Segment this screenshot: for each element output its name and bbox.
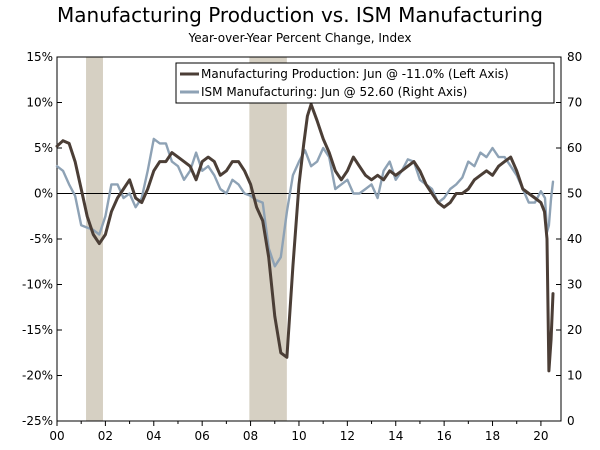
right-tick-label: 50 bbox=[567, 187, 582, 201]
right-tick-label: 20 bbox=[567, 323, 582, 337]
x-tick-label: 18 bbox=[485, 429, 500, 443]
legend-label-ism: ISM Manufacturing: Jun @ 52.60 (Right Ax… bbox=[201, 85, 467, 99]
right-tick-label: 40 bbox=[567, 232, 582, 246]
x-tick-label: 20 bbox=[533, 429, 548, 443]
right-tick-label: 30 bbox=[567, 278, 582, 292]
series-line-ism-manufacturing bbox=[55, 137, 555, 268]
right-tick-label: 80 bbox=[567, 50, 582, 64]
x-tick-label: 14 bbox=[388, 429, 403, 443]
x-tick-label: 12 bbox=[340, 429, 355, 443]
x-tick-label: 02 bbox=[98, 429, 113, 443]
x-tick-label: 06 bbox=[195, 429, 210, 443]
chart-title: Manufacturing Production vs. ISM Manufac… bbox=[57, 3, 543, 27]
left-tick-label: -5% bbox=[30, 232, 53, 246]
series-line-manufacturing-production bbox=[55, 102, 555, 373]
x-tick-label: 16 bbox=[436, 429, 451, 443]
legend-label-production: Manufacturing Production: Jun @ -11.0% (… bbox=[201, 67, 509, 81]
left-tick-label: 0% bbox=[34, 187, 53, 201]
right-tick-label: 0 bbox=[567, 414, 575, 428]
right-tick-label: 60 bbox=[567, 141, 582, 155]
x-tick-label: 00 bbox=[49, 429, 64, 443]
axes: 15% 10% 5% 0% -5% -10% -15% -20% -25% 80 70 60 50 40 3… bbox=[22, 50, 582, 443]
left-tick-label: 5% bbox=[34, 141, 53, 155]
legend-box bbox=[175, 62, 555, 104]
series-lines bbox=[55, 102, 555, 373]
right-tick-label: 10 bbox=[567, 369, 582, 383]
left-tick-label: -20% bbox=[22, 369, 53, 383]
left-tick-label: -10% bbox=[22, 278, 53, 292]
left-tick-label: 15% bbox=[26, 50, 53, 64]
legend: Manufacturing Production: Jun @ -11.0% (… bbox=[175, 62, 555, 104]
left-tick-label: -25% bbox=[22, 414, 53, 428]
left-tick-label: 10% bbox=[26, 96, 53, 110]
right-tick-label: 70 bbox=[567, 96, 582, 110]
chart-subtitle: Year-over-Year Percent Change, Index bbox=[188, 31, 412, 45]
recession-shading bbox=[86, 57, 287, 421]
x-tick-label: 10 bbox=[291, 429, 306, 443]
x-tick-label: 04 bbox=[146, 429, 161, 443]
x-tick-label: 08 bbox=[243, 429, 258, 443]
left-tick-label: -15% bbox=[22, 323, 53, 337]
